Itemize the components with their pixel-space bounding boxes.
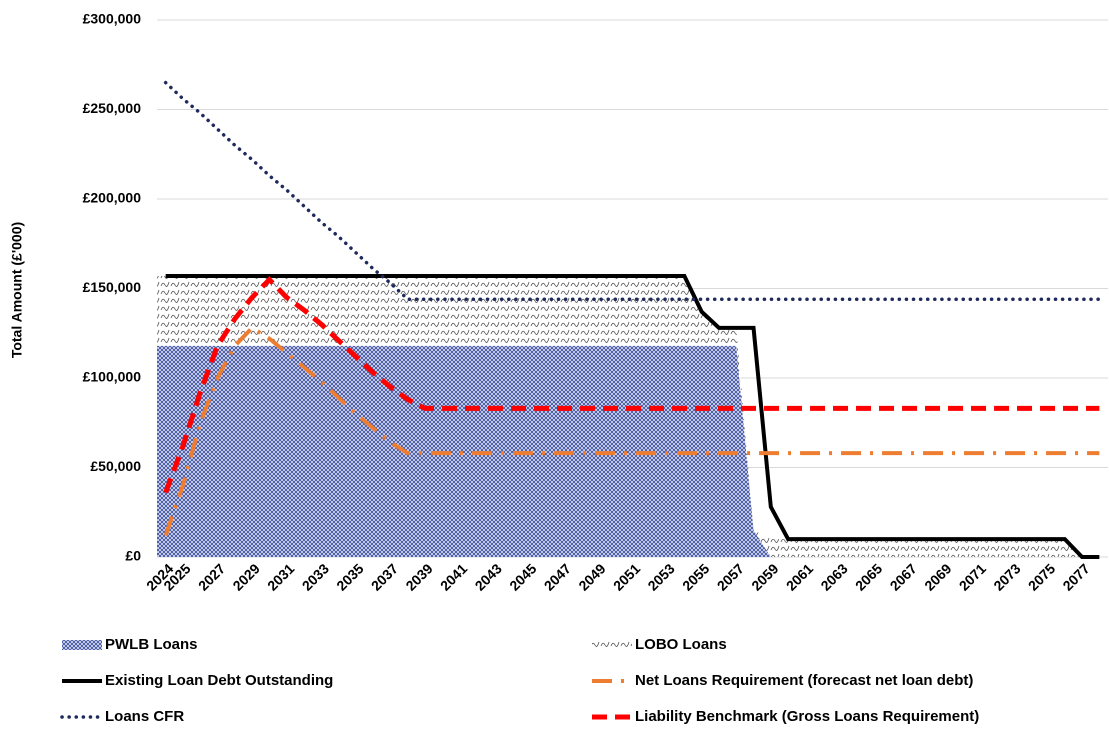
x-tick-label: 2045 bbox=[506, 560, 539, 593]
line bbox=[163, 80, 1102, 301]
x-tick-label: 2043 bbox=[472, 560, 505, 593]
x-tick-label: 2075 bbox=[1025, 560, 1058, 593]
line bbox=[163, 275, 1100, 494]
x-tick-label: 2077 bbox=[1059, 560, 1092, 593]
legend-label: Loans CFR bbox=[105, 708, 184, 725]
x-tick-label: 2073 bbox=[990, 560, 1023, 593]
y-axis-title: Total Amount (£'000) bbox=[9, 222, 25, 358]
y-tick-label: £300,000 bbox=[83, 11, 142, 27]
x-tick-label: 2051 bbox=[610, 560, 643, 593]
x-tick-label: 2033 bbox=[299, 560, 332, 593]
x-tick-label: 2071 bbox=[956, 560, 989, 593]
legend-swatch bbox=[62, 640, 102, 650]
line bbox=[165, 273, 1100, 559]
x-tick-label: 2039 bbox=[402, 560, 435, 593]
x-tick-label: 2047 bbox=[541, 560, 574, 593]
x-tick-label: 2037 bbox=[368, 560, 401, 593]
y-tick-label: £50,000 bbox=[90, 458, 141, 474]
legend-label: LOBO Loans bbox=[635, 636, 727, 653]
x-tick-label: 2053 bbox=[644, 560, 677, 593]
x-tick-label: 2031 bbox=[264, 560, 297, 593]
x-tick-label: 2067 bbox=[887, 560, 920, 593]
x-tick-label: 2041 bbox=[437, 560, 470, 593]
legend-label: Net Loans Requirement (forecast net loan… bbox=[635, 672, 973, 689]
x-tick-label: 2069 bbox=[921, 560, 954, 593]
y-tick-label: £0 bbox=[125, 548, 141, 564]
legend-swatch bbox=[592, 640, 632, 650]
x-tick-label: 2027 bbox=[195, 560, 228, 593]
x-tick-label: 2065 bbox=[852, 560, 885, 593]
x-tick-label: 2029 bbox=[229, 560, 262, 593]
x-tick-label: 2063 bbox=[817, 560, 850, 593]
area bbox=[157, 275, 1108, 557]
x-tick-label: 2035 bbox=[333, 560, 366, 593]
x-tick-label: 2055 bbox=[679, 560, 712, 593]
x-tick-label: 2049 bbox=[575, 560, 608, 593]
y-tick-label: £250,000 bbox=[83, 100, 142, 116]
legend-label: Liability Benchmark (Gross Loans Require… bbox=[635, 708, 979, 725]
legend-label: PWLB Loans bbox=[105, 636, 198, 653]
y-tick-label: £100,000 bbox=[83, 369, 142, 385]
x-tick-label: 2057 bbox=[714, 560, 747, 593]
legend-label: Existing Loan Debt Outstanding bbox=[105, 672, 333, 689]
area bbox=[157, 345, 1108, 557]
y-tick-label: £150,000 bbox=[83, 279, 142, 295]
x-tick-label: 2061 bbox=[783, 560, 816, 593]
y-tick-label: £200,000 bbox=[83, 190, 142, 206]
x-tick-label: 2059 bbox=[748, 560, 781, 593]
